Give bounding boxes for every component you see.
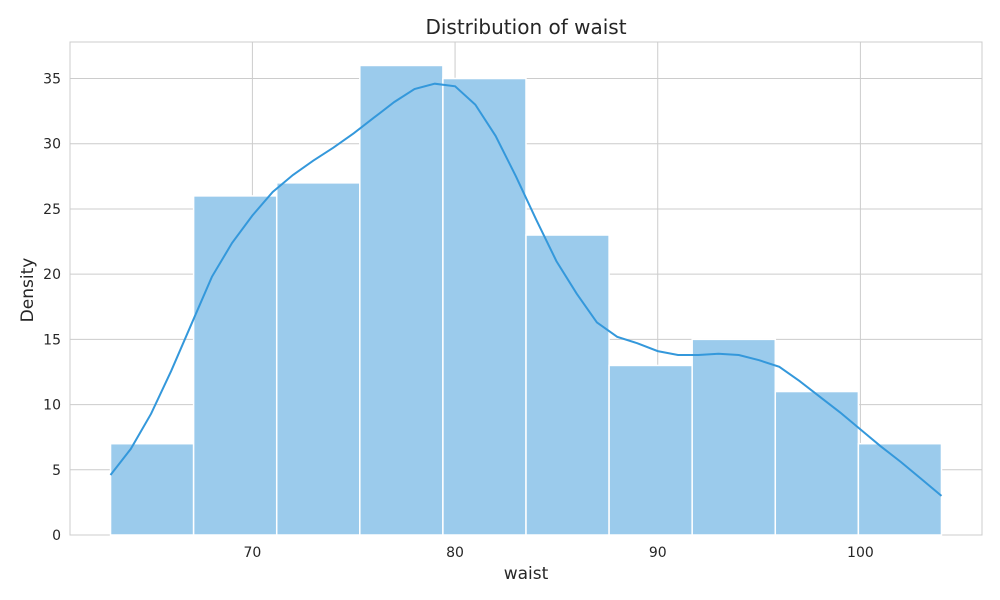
y-tick-label: 30 <box>43 137 61 153</box>
y-tick-label: 25 <box>43 202 61 218</box>
histogram-bar <box>442 77 527 536</box>
histogram-bar <box>774 390 860 536</box>
y-tick-label: 15 <box>43 332 61 348</box>
y-tick-label: 20 <box>43 267 61 283</box>
y-tick-label: 5 <box>52 463 61 479</box>
y-tick-labels: 0 5 10 15 20 25 30 35 <box>43 72 61 544</box>
histogram-bar <box>691 338 777 536</box>
histogram-bar <box>857 442 943 536</box>
y-tick-label: 10 <box>43 398 61 414</box>
x-tick-labels: 70 80 90 100 <box>243 545 873 561</box>
kde-curve <box>109 82 943 497</box>
histogram-bars <box>109 64 943 536</box>
chart-title: Distribution of waist <box>425 15 626 39</box>
histogram-bar <box>608 364 693 536</box>
y-tick-label: 0 <box>52 528 61 544</box>
y-tick-label: 35 <box>43 72 61 88</box>
x-tick-label: 70 <box>243 545 261 561</box>
histogram-bar <box>192 195 278 536</box>
x-tick-label: 100 <box>847 545 874 561</box>
histogram-bar <box>359 64 444 536</box>
y-axis-label: Density <box>18 258 38 323</box>
x-tick-label: 80 <box>446 545 464 561</box>
x-tick-label: 90 <box>649 545 667 561</box>
histogram-bar <box>109 442 195 536</box>
histogram-bar <box>275 182 361 536</box>
histogram-bar <box>525 234 610 536</box>
x-axis-label: waist <box>504 564 549 584</box>
